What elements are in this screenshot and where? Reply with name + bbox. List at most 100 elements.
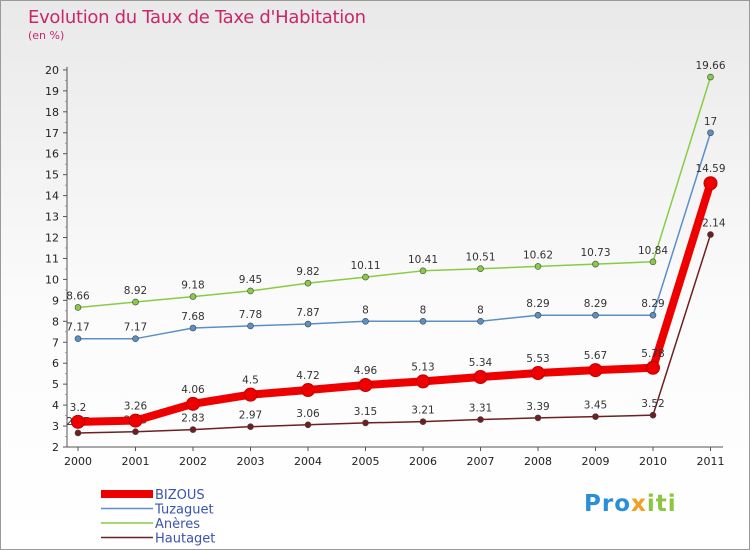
y-tick-label: 4 — [52, 399, 59, 412]
series-point — [71, 414, 85, 429]
y-tick-label: 11 — [45, 252, 59, 265]
y-tick-label: 6 — [52, 357, 59, 370]
data-label: 8.29 — [584, 298, 607, 310]
data-label: 10.41 — [408, 254, 438, 266]
series-point — [132, 298, 139, 306]
data-label: 8.29 — [526, 298, 549, 310]
data-label: 5.34 — [469, 357, 493, 369]
series-line — [77, 234, 712, 434]
legend-label: Anères — [155, 517, 200, 532]
series-point — [473, 370, 488, 385]
series-line — [77, 76, 712, 309]
data-label: 8.66 — [66, 290, 90, 302]
data-label: 3.06 — [296, 408, 320, 420]
chart-subtitle: (en %) — [28, 29, 65, 42]
data-label: 7.78 — [239, 309, 262, 321]
series-point — [419, 267, 427, 275]
data-label: 3.52 — [641, 398, 664, 410]
series-point — [646, 360, 660, 375]
data-label: 9.82 — [296, 266, 319, 278]
series-point — [534, 263, 542, 270]
data-label: 8 — [362, 304, 369, 316]
series-point — [419, 418, 427, 425]
data-label: 8.29 — [641, 298, 664, 310]
series-point — [132, 428, 139, 436]
series-point — [707, 129, 714, 137]
y-tick-label: 13 — [45, 211, 59, 224]
series-line — [77, 182, 715, 426]
series-point — [304, 279, 312, 287]
data-label: 3.39 — [526, 401, 549, 413]
data-label: 8 — [477, 304, 484, 316]
data-label: 10.11 — [350, 260, 380, 272]
series-point — [304, 421, 312, 429]
y-tick-label: 18 — [45, 106, 59, 119]
x-tick-label: 2007 — [467, 455, 495, 468]
data-label: 5.67 — [584, 350, 607, 362]
series-point — [592, 260, 599, 268]
series-point — [649, 258, 657, 266]
series-point — [707, 231, 714, 238]
series-point — [74, 304, 82, 311]
data-label: 17 — [704, 116, 717, 128]
data-label: 8.92 — [124, 285, 147, 297]
data-label: 10.62 — [523, 249, 553, 261]
proxiti-logo: Proxiti — [584, 491, 677, 517]
series-point — [534, 414, 542, 422]
data-label: 5.13 — [411, 361, 434, 373]
series-point — [74, 335, 82, 342]
y-tick-label: 2 — [52, 441, 59, 454]
series-point — [128, 413, 143, 428]
data-label: 9.18 — [181, 280, 204, 292]
data-label: 7.68 — [181, 311, 204, 323]
x-tick-label: 2003 — [237, 455, 265, 468]
series-point — [362, 317, 369, 325]
y-tick-label: 19 — [45, 85, 59, 98]
y-tick-label: 8 — [52, 315, 59, 328]
data-label: 12.14 — [695, 218, 725, 230]
series-point — [592, 413, 599, 420]
legend-label: Hautaget — [155, 532, 215, 547]
chart-title: Evolution du Taux de Taxe d'Habitation — [28, 7, 366, 28]
x-tick-label: 2010 — [639, 455, 667, 468]
series-point — [247, 423, 254, 430]
series-point — [74, 429, 82, 437]
data-label: 10.84 — [638, 245, 668, 257]
data-label: 9.45 — [239, 274, 262, 286]
data-label: 5.53 — [526, 353, 549, 365]
legend-label: Tuzaguet — [154, 503, 214, 518]
x-tick-label: 2008 — [524, 455, 552, 468]
logo-part1: Pro — [584, 491, 632, 517]
series-point — [703, 176, 718, 191]
data-label: 10.73 — [580, 247, 610, 259]
series-point — [247, 322, 254, 330]
series-point — [186, 396, 200, 411]
series-point — [477, 317, 484, 325]
series-point — [189, 324, 197, 332]
series-point — [189, 426, 197, 433]
series-point — [304, 320, 312, 328]
series-point — [477, 416, 484, 423]
x-tick-label: 2002 — [179, 455, 207, 468]
series-point — [477, 265, 484, 273]
series-point — [416, 374, 430, 389]
series-point — [243, 387, 258, 402]
data-label: 7.17 — [66, 322, 89, 334]
data-label: 3.45 — [584, 400, 607, 412]
series-point — [247, 287, 254, 295]
y-tick-label: 9 — [52, 294, 59, 307]
data-label: 7.87 — [296, 307, 319, 319]
series-point — [132, 335, 139, 342]
x-tick-label: 2004 — [294, 455, 322, 468]
x-tick-label: 2006 — [409, 455, 437, 468]
y-tick-label: 3 — [52, 420, 59, 433]
series-point — [362, 273, 369, 281]
data-label: 8 — [420, 304, 427, 316]
logo-part3: iti — [646, 491, 677, 517]
data-label: 3.15 — [354, 406, 377, 418]
data-label: 3.21 — [411, 405, 434, 417]
data-label: 4.5 — [242, 375, 259, 387]
y-tick-label: 7 — [52, 336, 59, 349]
data-label: 7.17 — [124, 322, 147, 334]
